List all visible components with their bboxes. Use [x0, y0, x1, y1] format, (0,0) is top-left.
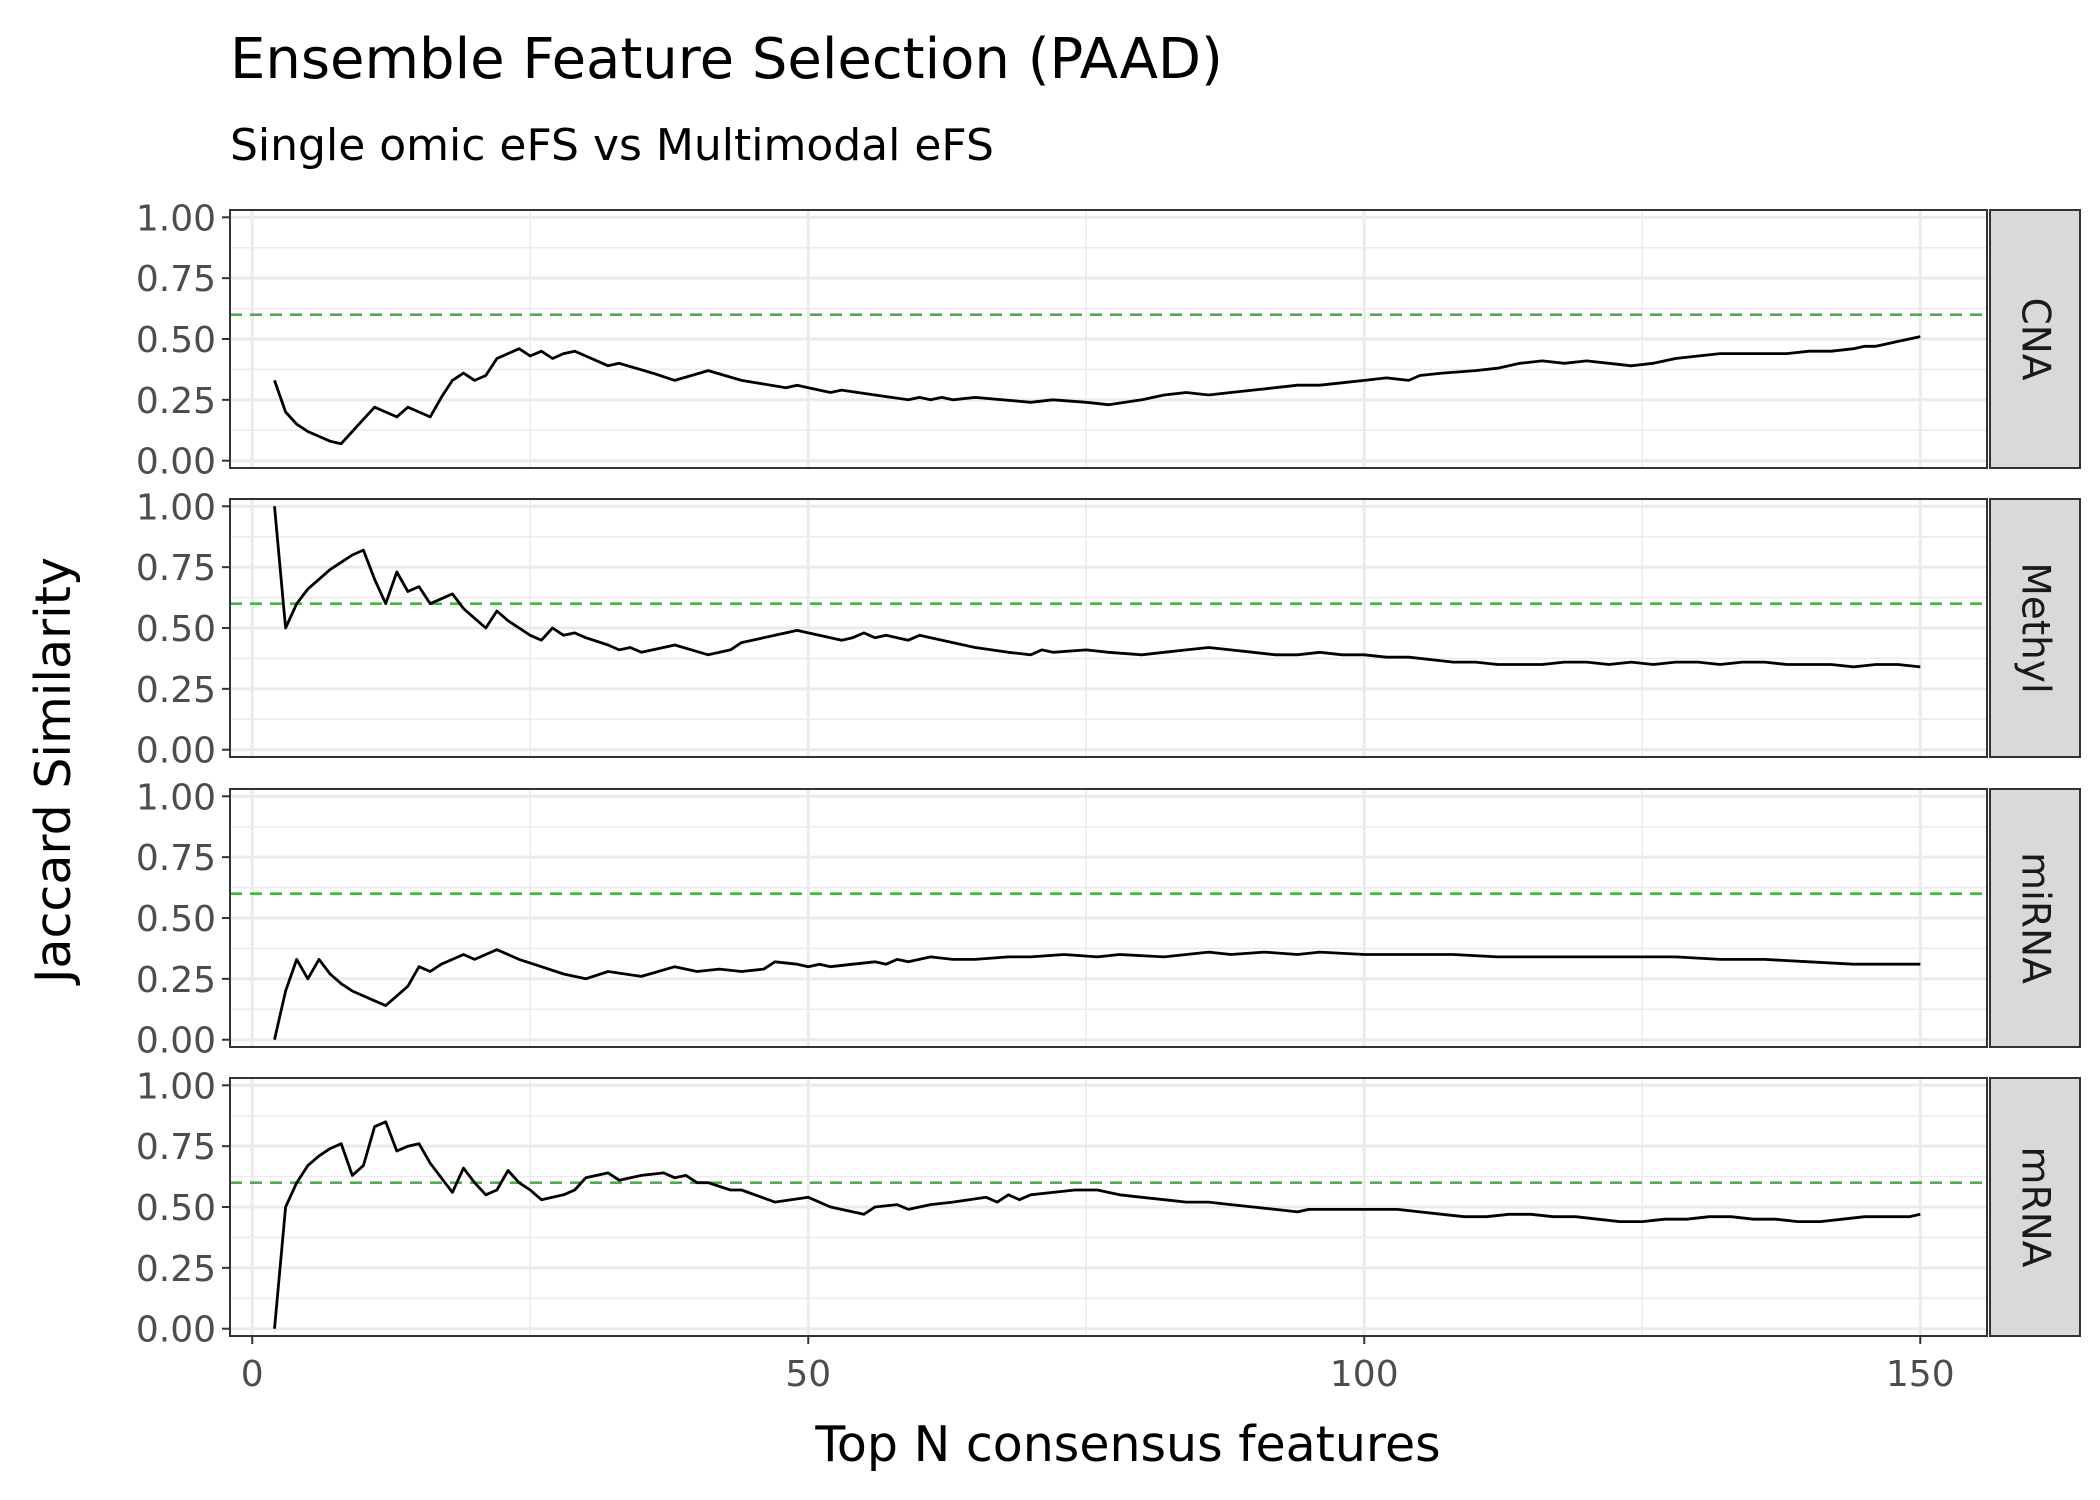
y-tick-label: 0.25 [136, 1249, 216, 1290]
x-tick-label: 0 [241, 1354, 264, 1395]
y-tick-label: 0.75 [136, 838, 216, 879]
facet-panel-methyl: 0.00 0.25 0.50 0.75 1.00 Methyl [136, 487, 2081, 772]
y-tick-label: 0.25 [136, 381, 216, 422]
facet-panels: 0.00 0.25 0.50 0.75 1.00 CNA 0.00 0.25 0.50 0.75 1… [136, 198, 2081, 1351]
facet-strip [1989, 1077, 2081, 1337]
y-axis-title: Jaccard Similarity [25, 557, 82, 986]
y-tick-label: 0.25 [136, 670, 216, 711]
x-tick-label: 50 [785, 1354, 831, 1395]
x-tick-label: 150 [1886, 1354, 1955, 1395]
facet-strip-label: CNA [2013, 297, 2058, 380]
y-tick-label: 0.25 [136, 960, 216, 1001]
x-axis-title: Top N consensus features [814, 1416, 1440, 1473]
x-axis: 0 50 100 150 [241, 1336, 1955, 1395]
y-tick-label: 1.00 [136, 1066, 216, 1107]
facet-strip [1989, 498, 2081, 758]
y-tick-label: 0.50 [136, 320, 216, 361]
series-line-cna [273, 335, 1921, 446]
y-tick-label: 1.00 [136, 198, 216, 239]
y-tick-label: 0.50 [136, 609, 216, 650]
facet-panel-mirna: 0.00 0.25 0.50 0.75 1.00 miRNA [136, 777, 2081, 1062]
y-tick-label: 1.00 [136, 487, 216, 528]
y-tick-label: 0.50 [136, 899, 216, 940]
facet-strip [1989, 209, 2081, 469]
facet-strip-label: miRNA [2013, 852, 2058, 984]
x-tick-label: 100 [1330, 1354, 1399, 1395]
chart-title: Ensemble Feature Selection (PAAD) [230, 27, 1223, 92]
y-tick-label: 0.00 [136, 731, 216, 772]
y-tick-label: 0.00 [136, 1310, 216, 1351]
series-line-methyl [273, 506, 1921, 669]
y-tick-label: 0.75 [136, 259, 216, 300]
y-tick-label: 1.00 [136, 777, 216, 818]
chart-subtitle: Single omic eFS vs Multimodal eFS [230, 120, 994, 171]
facet-panel-cna: 0.00 0.25 0.50 0.75 1.00 CNA [136, 198, 2081, 483]
y-tick-label: 0.00 [136, 1021, 216, 1062]
facet-strip [1989, 788, 2081, 1048]
facet-strip-label: Methyl [2013, 562, 2058, 694]
facet-strip-label: mRNA [2013, 1147, 2058, 1268]
y-tick-label: 0.75 [136, 548, 216, 589]
y-tick-label: 0.50 [136, 1188, 216, 1229]
series-line-mrna [273, 1120, 1921, 1329]
y-tick-label: 0.75 [136, 1127, 216, 1168]
facet-panel-mrna: 0.00 0.25 0.50 0.75 1.00 mRNA [136, 1066, 2081, 1351]
series-line-mirna [273, 948, 1921, 1041]
y-tick-label: 0.00 [136, 442, 216, 483]
